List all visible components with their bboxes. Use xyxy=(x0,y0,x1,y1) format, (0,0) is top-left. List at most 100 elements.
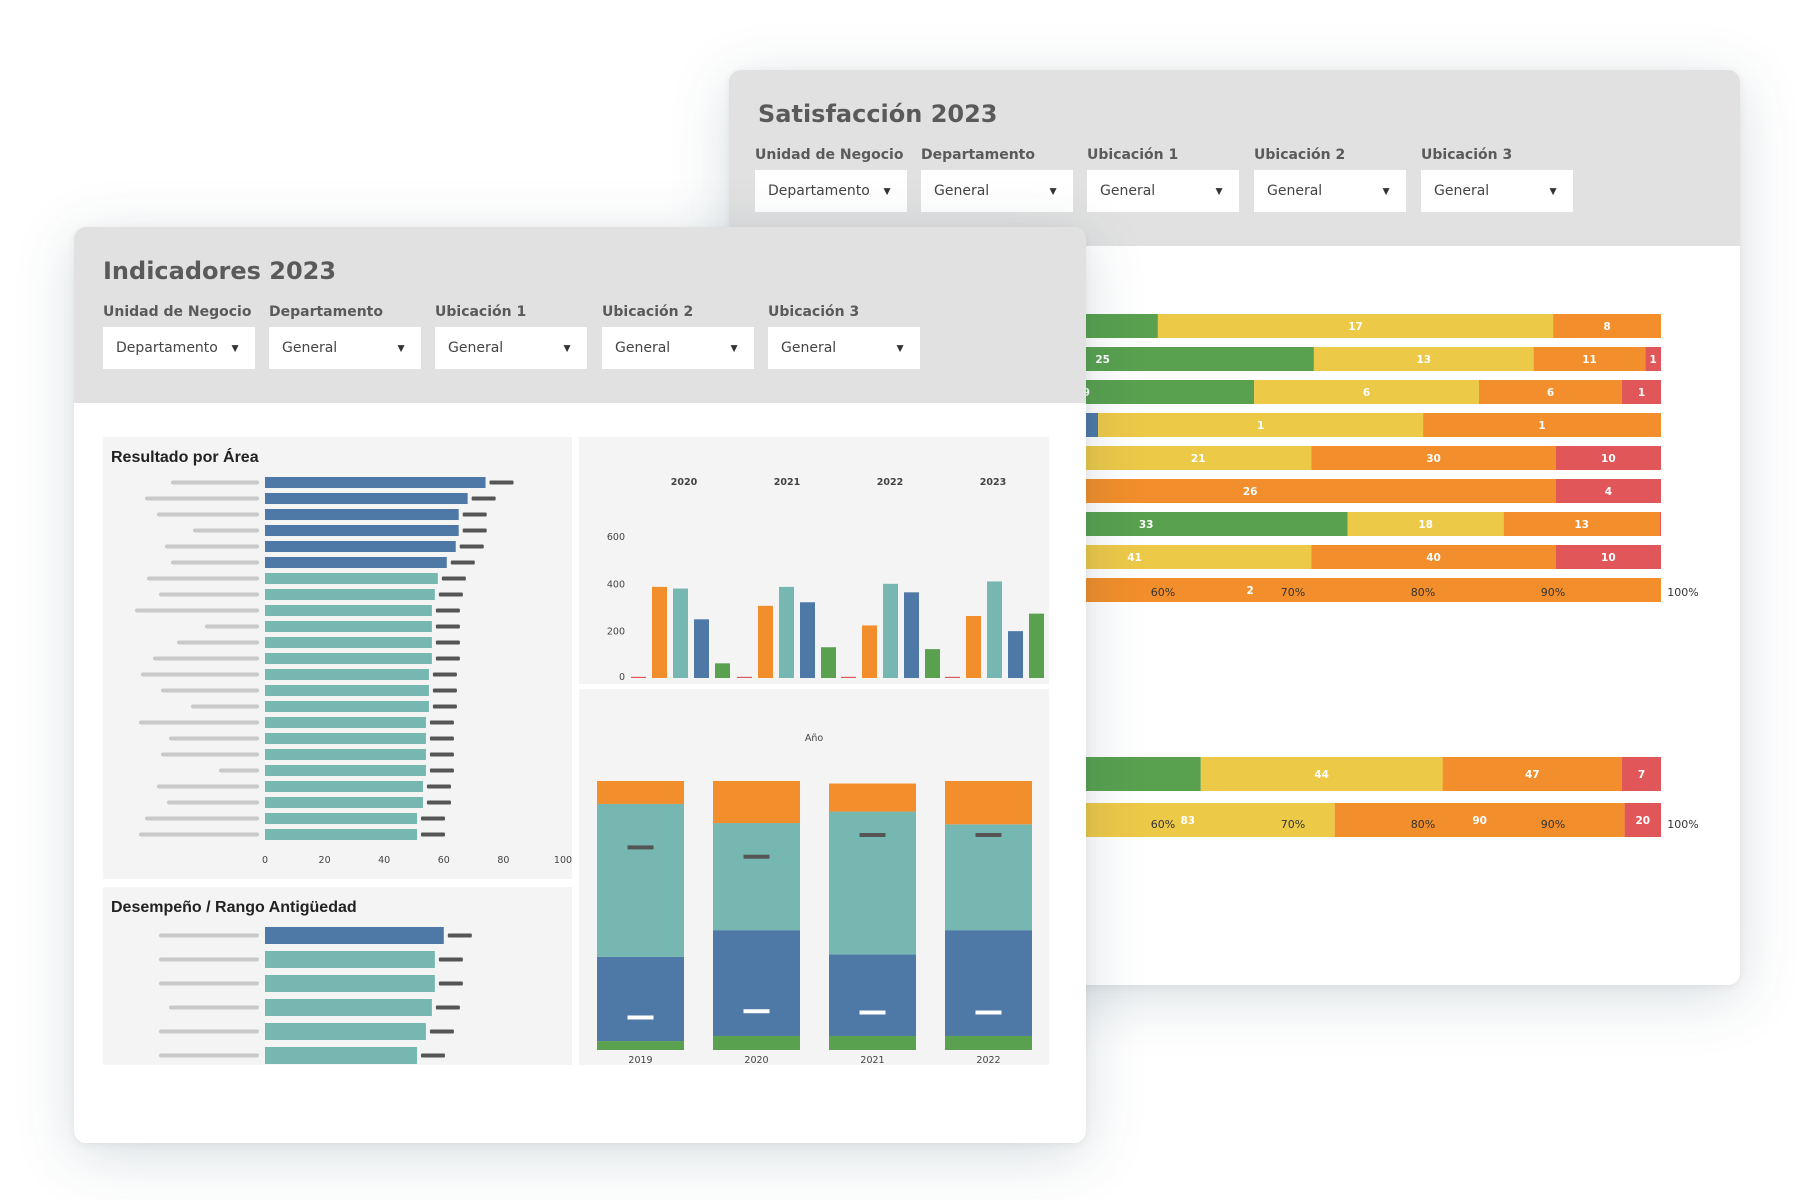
segment-label: 18 xyxy=(1418,519,1433,531)
bar-segment xyxy=(1334,803,1625,837)
bar-segment xyxy=(1085,446,1312,470)
caret-down-icon: ▼ xyxy=(561,341,573,355)
location-1-select[interactable]: General ▼ xyxy=(435,327,587,369)
bar xyxy=(265,733,426,744)
category-label-placeholder xyxy=(169,1005,259,1010)
bar xyxy=(673,588,688,678)
segment-label: 10 xyxy=(1601,552,1616,564)
business-unit-select[interactable]: Departamento ▼ xyxy=(755,170,907,212)
segment-label: 7 xyxy=(1638,769,1645,781)
x-tick-label: 0 xyxy=(262,855,268,866)
x-tick-label: 70% xyxy=(1281,586,1305,599)
filter-label: Ubicación 3 xyxy=(1421,147,1513,163)
value-label-placeholder xyxy=(426,784,451,789)
segment-label: 8 xyxy=(1603,321,1610,333)
location-2-select[interactable]: General ▼ xyxy=(602,327,754,369)
indicators-window: Indicadores 2023 Unidad de Negocio Depar… xyxy=(74,227,1086,1143)
segment-label: 47 xyxy=(1525,769,1540,781)
bar-segment xyxy=(1622,380,1661,404)
bar-segment xyxy=(1555,446,1661,470)
x-tick-label: 2022 xyxy=(976,1055,1000,1065)
value-label-placeholder xyxy=(459,544,484,549)
bar xyxy=(265,999,432,1016)
department-select[interactable]: General ▼ xyxy=(921,170,1073,212)
filter-value: Departamento xyxy=(116,340,218,356)
value-marker xyxy=(975,833,1002,837)
x-tick-label: 60% xyxy=(1151,818,1175,831)
category-label-placeholder xyxy=(159,1029,259,1034)
filter-value: General xyxy=(282,340,338,356)
segment-label: 21 xyxy=(1191,453,1206,465)
bar-segment xyxy=(1503,512,1660,536)
value-label-placeholder xyxy=(429,1029,454,1034)
bar-segment xyxy=(1200,757,1443,791)
value-marker xyxy=(859,1010,886,1015)
value-marker xyxy=(627,845,654,850)
yearly-grouped-panel: 2020 2021 2022 2023 0 200 400 600 xyxy=(579,437,1049,684)
bar xyxy=(265,797,423,808)
value-label-placeholder xyxy=(435,624,460,629)
bar-segment xyxy=(1347,512,1504,536)
category-label-placeholder xyxy=(171,560,259,565)
stacked-segment xyxy=(713,1035,800,1050)
tenure-chart xyxy=(159,927,472,1064)
value-label-placeholder xyxy=(435,608,460,613)
bar xyxy=(945,676,960,678)
value-label-placeholder xyxy=(462,528,487,533)
segment-label: 25 xyxy=(1095,354,1110,366)
location-2-select[interactable]: General ▼ xyxy=(1254,170,1406,212)
bar xyxy=(841,676,856,678)
location-3-select[interactable]: General ▼ xyxy=(768,327,920,369)
category-label-placeholder xyxy=(205,624,259,629)
bar-segment xyxy=(1442,757,1622,791)
bar-segment xyxy=(1254,380,1479,404)
category-label-placeholder xyxy=(171,480,259,485)
bar-segment xyxy=(1553,314,1661,338)
segment-label: 1 xyxy=(1638,387,1645,399)
stacked-segment xyxy=(597,956,684,1042)
year-header: 2023 xyxy=(980,477,1006,488)
filter-location-3: Ubicación 3 General ▼ xyxy=(768,304,920,369)
value-label-placeholder xyxy=(420,1053,445,1058)
bar xyxy=(265,493,468,504)
bar-segment xyxy=(1157,314,1554,338)
caret-down-icon: ▼ xyxy=(881,184,893,198)
value-label-placeholder xyxy=(429,752,454,757)
filter-value: General xyxy=(934,183,990,199)
segment-label: 10 xyxy=(1601,453,1616,465)
value-label-placeholder xyxy=(429,720,454,725)
filter-label: Ubicación 2 xyxy=(1254,147,1346,163)
segment-label: 9 xyxy=(1083,387,1090,399)
department-select[interactable]: General ▼ xyxy=(269,327,421,369)
filter-department: Departamento General ▼ xyxy=(921,147,1073,212)
caret-down-icon: ▼ xyxy=(1547,184,1559,198)
value-marker xyxy=(627,1015,654,1020)
value-label-placeholder xyxy=(420,832,445,837)
y-tick-label: 400 xyxy=(607,579,625,590)
segment-label: 2 xyxy=(1247,585,1254,597)
filter-label: Ubicación 1 xyxy=(435,304,527,320)
bar xyxy=(265,813,417,824)
location-1-select[interactable]: General ▼ xyxy=(1087,170,1239,212)
x-tick-label: 2021 xyxy=(860,1055,884,1065)
bar-segment xyxy=(1311,545,1556,569)
value-label-placeholder xyxy=(438,981,463,986)
value-label-placeholder xyxy=(435,656,460,661)
stacked-segment xyxy=(713,823,800,931)
segment-label: 90 xyxy=(1472,815,1487,827)
filter-label: Ubicación 2 xyxy=(602,304,694,320)
indicators-title: Indicadores 2023 xyxy=(103,257,337,285)
x-tick-label: 40 xyxy=(378,855,390,866)
x-tick-label: 70% xyxy=(1281,818,1305,831)
segment-label: 13 xyxy=(1574,519,1589,531)
stacked-segment xyxy=(945,824,1032,931)
value-marker xyxy=(743,854,770,859)
location-3-select[interactable]: General ▼ xyxy=(1421,170,1573,212)
x-tick-label: 20 xyxy=(319,855,331,866)
business-unit-select[interactable]: Departamento ▼ xyxy=(103,327,255,369)
bar-segment xyxy=(1479,380,1622,404)
value-label-placeholder xyxy=(471,496,496,501)
segment-label: 13 xyxy=(1416,354,1431,366)
bar xyxy=(265,927,444,944)
bar xyxy=(265,749,426,760)
